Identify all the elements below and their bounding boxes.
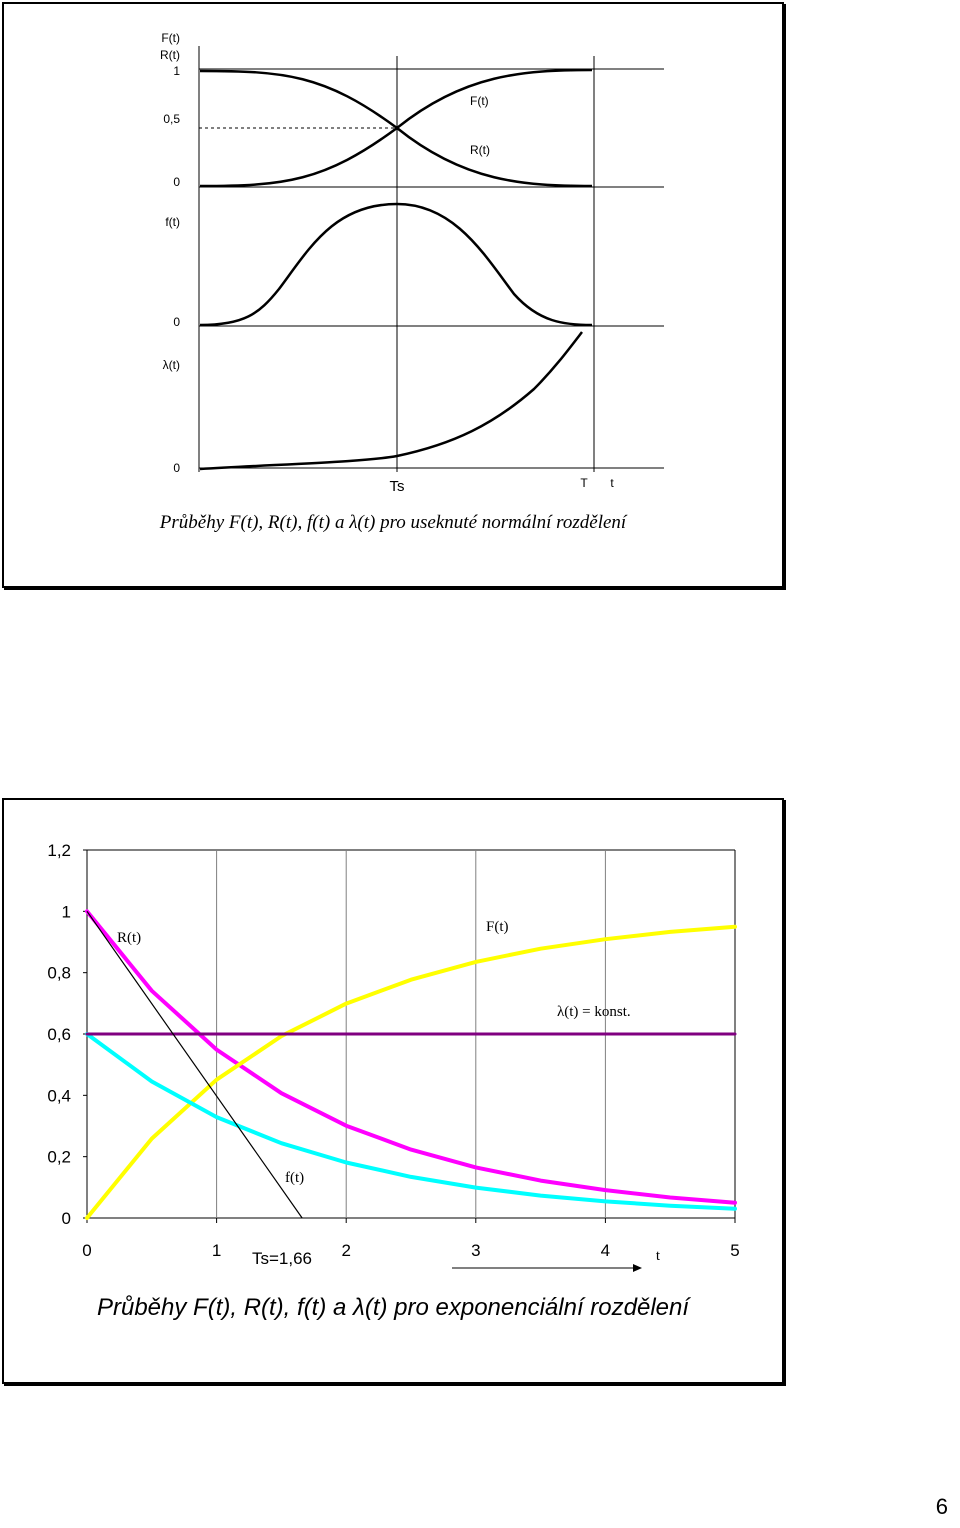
series-line-2 [85,1032,737,1211]
label-t-top: t [610,476,614,490]
series-line-0 [85,909,737,1205]
label-T: T [580,476,588,490]
exp-ts-label: Ts=1,66 [252,1249,312,1268]
caption-normal: Průběhy F(t), R(t), f(t) a λ(t) pro usek… [159,512,627,533]
exponential-chart-svg: 0 0,2 0,4 0,6 0,8 1 1,2 0 1 2 3 4 5 R(t) F(t) f(t) λ… [47,841,740,1272]
tangent-line [86,910,303,1219]
figure-normal-distribution: F(t) R(t) 1 0,5 0 f(t) 0 λ(t) 0 F(t) R(t… [2,2,784,588]
x-tick-label: 0 [82,1241,91,1260]
x-tick-label: 2 [341,1241,350,1260]
exp-f-label: f(t) [285,1170,304,1186]
figure-exponential-distribution: 0 0,2 0,4 0,6 0,8 1 1,2 0 1 2 3 4 5 R(t) F(t) f(t) λ… [2,798,784,1384]
exp-R-label: R(t) [117,930,141,946]
label-half: 0,5 [163,112,180,126]
x-tick-label: 1 [212,1241,221,1260]
label-f-axis: f(t) [165,215,180,229]
t-arrow-head [633,1264,642,1272]
normal-F-curve [199,68,593,188]
y-tick-label: 0,6 [47,1025,71,1044]
y-tick-label: 0 [62,1209,71,1228]
label-zero-mid: 0 [173,315,180,329]
normal-f-curve [199,202,593,327]
page-number: 6 [935,1494,948,1519]
y-tick-label: 0,2 [47,1148,71,1167]
normal-F-label: F(t) [470,94,489,108]
label-R-axis: R(t) [160,48,180,62]
normal-R-label: R(t) [470,143,490,157]
exp-F-label: F(t) [486,919,509,935]
label-F-axis: F(t) [161,31,180,45]
normal-lambda-curve [199,331,583,471]
y-tick-label: 1 [62,902,71,921]
chart-ticks-group: 0 0,2 0,4 0,6 0,8 1 1,2 0 1 2 3 4 5 [47,841,739,1260]
x-tick-label: 4 [601,1241,610,1260]
x-tick-label: 5 [730,1241,739,1260]
label-zero-top: 0 [173,175,180,189]
series-line-1 [85,924,737,1220]
chart-grid [83,849,736,1223]
y-tick-label: 0,4 [47,1086,71,1105]
x-tick-label: 3 [471,1241,480,1260]
exp-lambda-label: λ(t) = konst. [557,1004,631,1020]
label-lambda-axis: λ(t) [163,358,180,372]
y-tick-label: 1,2 [47,841,71,860]
y-tick-label: 0,8 [47,964,71,983]
label-Ts: Ts [390,478,405,495]
label-one: 1 [173,64,180,78]
label-zero-bottom: 0 [173,461,180,475]
chart-series-group [85,909,737,1220]
exp-t-label: t [656,1248,661,1264]
caption-exponential: Průběhy F(t), R(t), f(t) a λ(t) pro expo… [96,1294,690,1321]
normal-plot-svg: F(t) R(t) 1 0,5 0 f(t) 0 λ(t) 0 F(t) R(t… [160,31,664,495]
